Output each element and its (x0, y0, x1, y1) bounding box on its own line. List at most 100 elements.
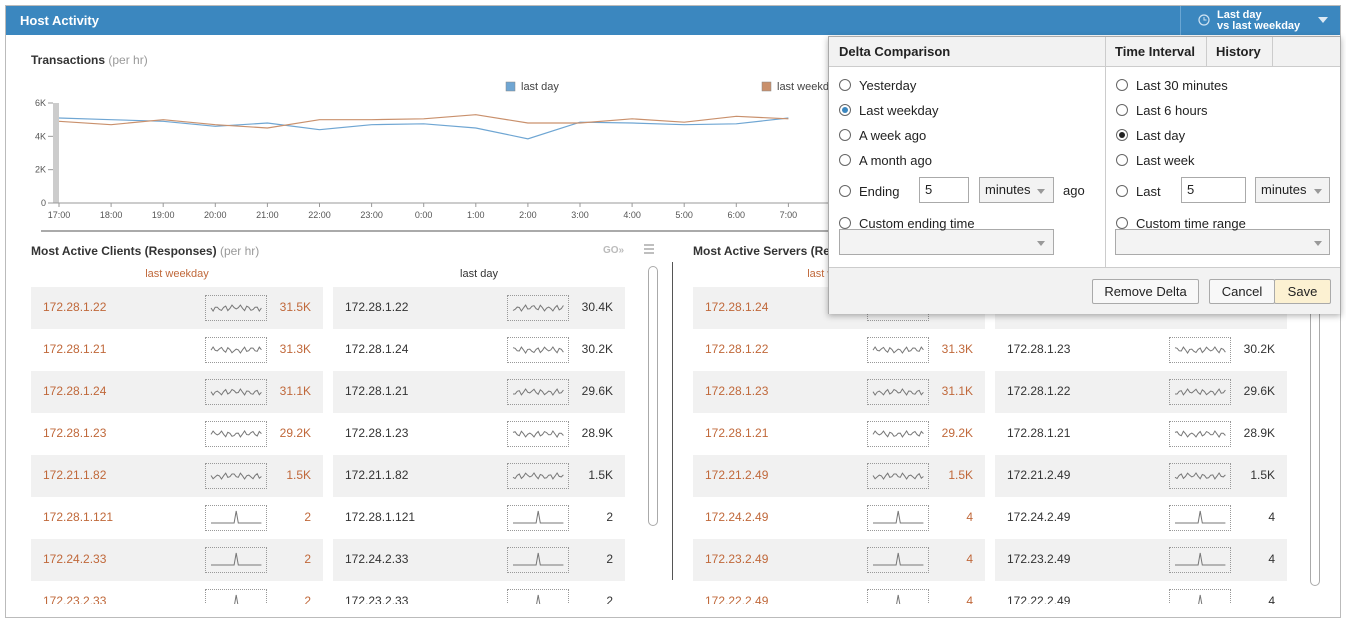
compare-range[interactable]: vs last weekday (1217, 20, 1301, 32)
table-row: 172.21.2.49 1.5K (693, 455, 985, 497)
host-name: 172.28.1.24 (705, 300, 769, 314)
radio[interactable] (1116, 104, 1128, 116)
sparkline (513, 388, 564, 396)
host-value: 4 (966, 510, 973, 524)
sparkline-path (1174, 346, 1226, 354)
sparkline-path (210, 430, 262, 438)
host-name: 172.28.1.22 (1007, 384, 1071, 398)
host-name: 172.28.1.22 (705, 342, 769, 356)
sparkline-path (210, 388, 262, 396)
x-tick-label: 20:00 (204, 210, 227, 220)
radio[interactable] (839, 129, 851, 141)
x-tick-label: 4:00 (623, 210, 641, 220)
table-row: 172.24.2.33 2 (333, 539, 625, 581)
separator (1105, 37, 1106, 267)
history-tab[interactable]: History (1216, 44, 1261, 59)
sparkline-box (205, 379, 267, 405)
sparkline-box (1169, 547, 1231, 573)
radio-label: Last 6 hours (1136, 103, 1208, 118)
host-value: 28.9K (581, 426, 613, 440)
remove-delta-button[interactable]: Remove Delta (1092, 279, 1199, 304)
sparkline-box (205, 505, 267, 531)
sparkline (873, 510, 924, 524)
save-button[interactable]: Save (1274, 279, 1331, 304)
go-button[interactable]: GO» (603, 245, 625, 256)
sparkline-box (1169, 421, 1231, 447)
host-name: 172.24.2.33 (345, 552, 409, 566)
sparkline-path (512, 304, 564, 312)
menu-icon[interactable] (643, 244, 655, 254)
host-name: 172.28.1.22 (345, 300, 409, 314)
sparkline-path (513, 552, 564, 566)
table-row: 172.28.1.121 2 (333, 497, 625, 539)
radio[interactable] (839, 79, 851, 91)
host-value: 29.6K (1243, 384, 1275, 398)
x-tick-label: 7:00 (780, 210, 798, 220)
radio-label: Last (1136, 184, 1161, 199)
host-name: 172.28.1.23 (1007, 342, 1071, 356)
table-row: 172.28.1.22 29.6K (995, 371, 1287, 413)
host-value: 30.4K (581, 300, 613, 314)
sparkline-path (513, 510, 564, 524)
host-value: 4 (966, 552, 973, 566)
radio[interactable] (1116, 129, 1128, 141)
radio-label: Last day (1136, 128, 1186, 143)
host-value: 1.5K (1250, 468, 1275, 482)
table-row: 172.28.1.22 31.5K (31, 287, 323, 329)
radio-dot (842, 107, 848, 113)
last-unit[interactable]: minutes (1255, 177, 1330, 203)
dropdown-arrow[interactable] (1318, 17, 1328, 23)
sparkline (512, 304, 564, 312)
x-tick-label: 6:00 (728, 210, 746, 220)
radio[interactable] (839, 185, 851, 197)
host-value: 29.2K (279, 426, 311, 440)
table-row: 172.22.2.49 4 (995, 581, 1287, 604)
host-name: 172.28.1.23 (705, 384, 769, 398)
radio[interactable] (1116, 154, 1128, 166)
cancel-button[interactable]: Cancel (1209, 279, 1275, 304)
radio[interactable] (839, 154, 851, 166)
host-value: 2 (606, 552, 613, 566)
time-range[interactable]: Last day (1217, 9, 1262, 21)
sparkline-box (507, 295, 569, 321)
popup-tabs (829, 37, 1340, 67)
host-name: 172.23.2.49 (1007, 552, 1071, 566)
scrollbar[interactable] (648, 266, 658, 526)
clients-title-text: Most Active Clients (Responses) (31, 244, 217, 258)
sparkline-box (867, 421, 929, 447)
radio[interactable] (1116, 185, 1128, 197)
sparkline-path (1174, 430, 1226, 438)
sparkline (210, 304, 262, 312)
sparkline-path (512, 472, 564, 480)
interval-tab[interactable]: Time Interval (1115, 44, 1195, 59)
radio-label: Last 30 minutes (1136, 78, 1228, 93)
last-input[interactable]: 5 (1181, 177, 1246, 203)
sparkline (513, 552, 564, 566)
x-tick-label: 21:00 (256, 210, 279, 220)
host-name: 172.24.2.49 (705, 510, 769, 524)
sparkline-box (867, 379, 929, 405)
table-row: 172.28.1.23 28.9K (333, 413, 625, 455)
sparkline-path (1175, 388, 1226, 396)
chart-unit: (per hr) (108, 53, 148, 67)
legend-label: last day (521, 81, 559, 93)
radio[interactable] (1116, 79, 1128, 91)
ending-time-select[interactable] (839, 229, 1054, 255)
radio[interactable] (1116, 217, 1128, 229)
ending-input[interactable]: 5 (919, 177, 969, 203)
time-range-select[interactable] (1115, 229, 1330, 255)
radio[interactable] (839, 104, 851, 116)
sparkline-box (1169, 589, 1231, 604)
host-value: 31.5K (279, 300, 311, 314)
sparkline (1198, 594, 1203, 604)
radio[interactable] (839, 217, 851, 229)
chart-title: Transactions (per hr) (31, 53, 148, 67)
table-row: 172.23.2.33 2 (333, 581, 625, 604)
header-bar: Host Activity Last day vs last weekday (6, 6, 1340, 35)
sparkline-path (873, 510, 924, 524)
sparkline (872, 472, 924, 480)
table-row: 172.28.1.23 30.2K (995, 329, 1287, 371)
table-row: 172.28.1.23 31.1K (693, 371, 985, 413)
table-row: 172.24.2.33 2 (31, 539, 323, 581)
